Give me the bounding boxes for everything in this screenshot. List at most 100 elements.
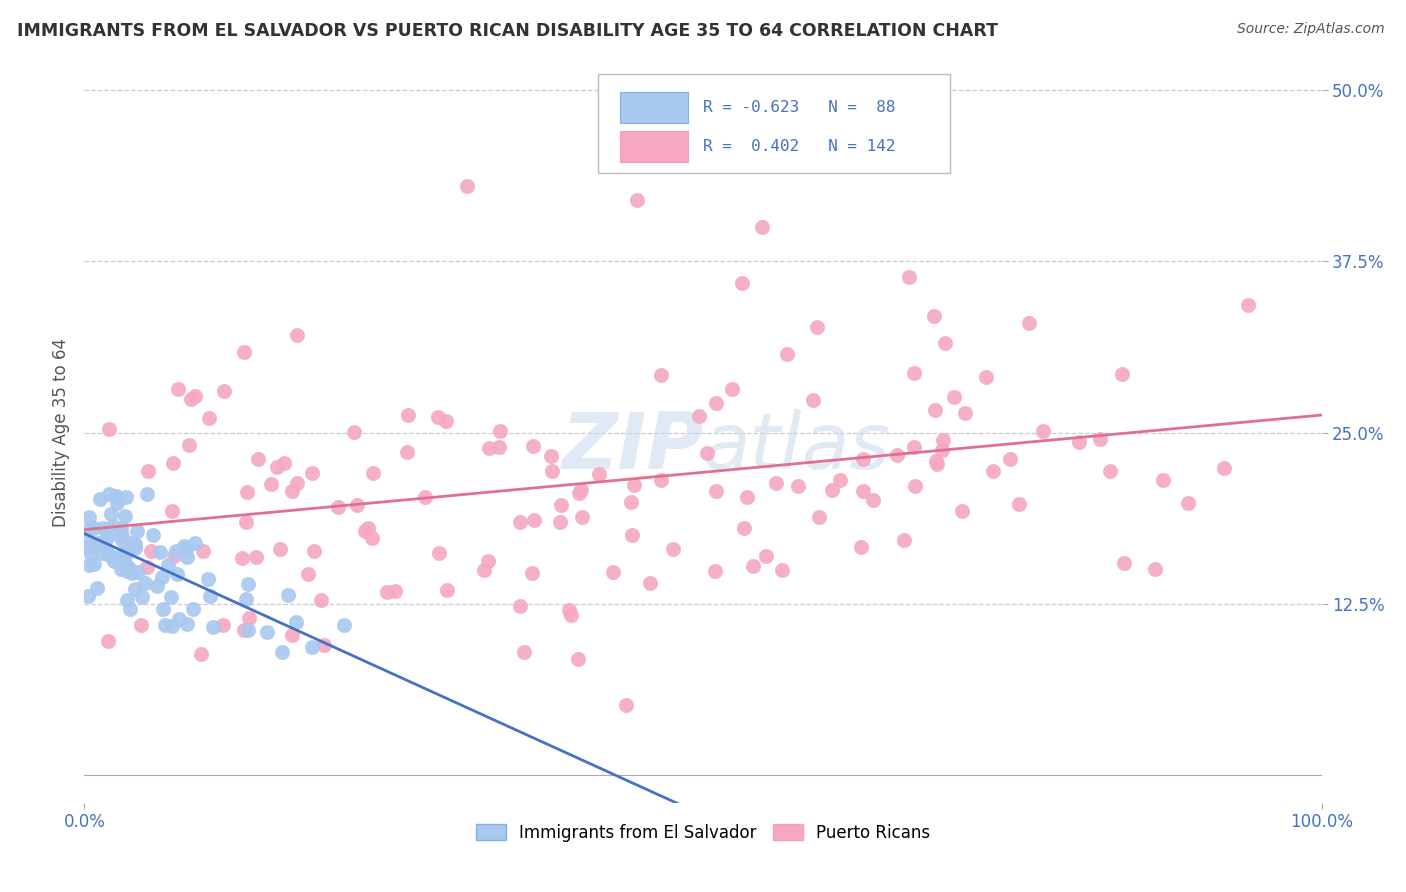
Bar	[620, 131, 688, 162]
Text: atlas: atlas	[703, 409, 891, 485]
Point	[76, 541, 98, 555]
Point	[638, 576, 661, 591]
Point	[115, 592, 138, 607]
Point	[233, 345, 256, 359]
Point	[115, 490, 138, 504]
Point	[94, 543, 117, 558]
Bar	[620, 92, 688, 123]
Point	[733, 521, 755, 535]
Point	[117, 564, 139, 578]
Point	[621, 527, 644, 541]
Point	[139, 543, 162, 558]
Point	[180, 392, 202, 406]
Point	[456, 178, 478, 193]
Point	[512, 645, 534, 659]
Point	[121, 566, 143, 581]
Point	[104, 550, 127, 565]
Point	[828, 473, 851, 487]
Point	[231, 550, 253, 565]
Point	[97, 634, 120, 648]
Point	[266, 460, 288, 475]
Point	[1237, 297, 1260, 311]
Point	[509, 599, 531, 613]
Point	[602, 565, 624, 579]
Point	[808, 510, 831, 524]
Point	[127, 566, 149, 580]
Point	[111, 529, 134, 543]
Point	[138, 464, 160, 478]
Point	[96, 532, 118, 546]
Point	[160, 619, 183, 633]
Point	[721, 382, 744, 396]
Point	[98, 522, 121, 536]
Point	[80, 547, 103, 561]
Point	[903, 440, 925, 454]
Point	[852, 484, 875, 499]
Point	[114, 545, 136, 559]
Point	[509, 515, 531, 529]
Point	[198, 590, 221, 604]
Point	[849, 540, 872, 554]
Point	[520, 566, 543, 581]
Text: ZIP: ZIP	[561, 409, 703, 485]
Point	[983, 464, 1005, 478]
Point	[233, 623, 256, 637]
Point	[706, 483, 728, 498]
Point	[301, 640, 323, 655]
Point	[1212, 461, 1234, 475]
Point	[124, 582, 146, 597]
Point	[212, 384, 235, 398]
Point	[787, 479, 810, 493]
Point	[886, 448, 908, 462]
Point	[953, 406, 976, 420]
Point	[131, 590, 153, 604]
Y-axis label: Disability Age 35 to 64: Disability Age 35 to 64	[52, 338, 70, 527]
Point	[98, 548, 121, 562]
Point	[83, 558, 105, 572]
Point	[571, 510, 593, 524]
Point	[696, 445, 718, 459]
Point	[118, 601, 141, 615]
Point	[273, 456, 295, 470]
Point	[105, 490, 128, 504]
Point	[704, 395, 727, 409]
Point	[90, 535, 112, 549]
Point	[568, 486, 591, 500]
Point	[83, 539, 105, 553]
Point	[86, 581, 108, 595]
Point	[755, 549, 778, 563]
Point	[197, 572, 219, 586]
Point	[934, 336, 956, 351]
Point	[862, 493, 884, 508]
Point	[163, 549, 186, 563]
Point	[117, 561, 139, 575]
Point	[1177, 495, 1199, 509]
Point	[245, 549, 267, 564]
Point	[301, 466, 323, 480]
Point	[434, 414, 457, 428]
Text: R =  0.402   N = 142: R = 0.402 N = 142	[703, 139, 896, 154]
Point	[100, 507, 122, 521]
Point	[176, 616, 198, 631]
Point	[124, 537, 146, 551]
Point	[162, 504, 184, 518]
Point	[1018, 316, 1040, 330]
Point	[620, 495, 643, 509]
Point	[79, 558, 101, 573]
Point	[550, 498, 572, 512]
Point	[650, 473, 672, 487]
Point	[776, 347, 799, 361]
Point	[77, 589, 100, 603]
Point	[477, 554, 499, 568]
Point	[103, 554, 125, 568]
Point	[1008, 497, 1031, 511]
Point	[89, 491, 111, 506]
Point	[852, 451, 875, 466]
Point	[98, 528, 121, 542]
Point	[426, 410, 449, 425]
Point	[174, 541, 197, 556]
Point	[1032, 424, 1054, 438]
Point	[184, 536, 207, 550]
Point	[357, 520, 380, 534]
Point	[269, 541, 291, 556]
